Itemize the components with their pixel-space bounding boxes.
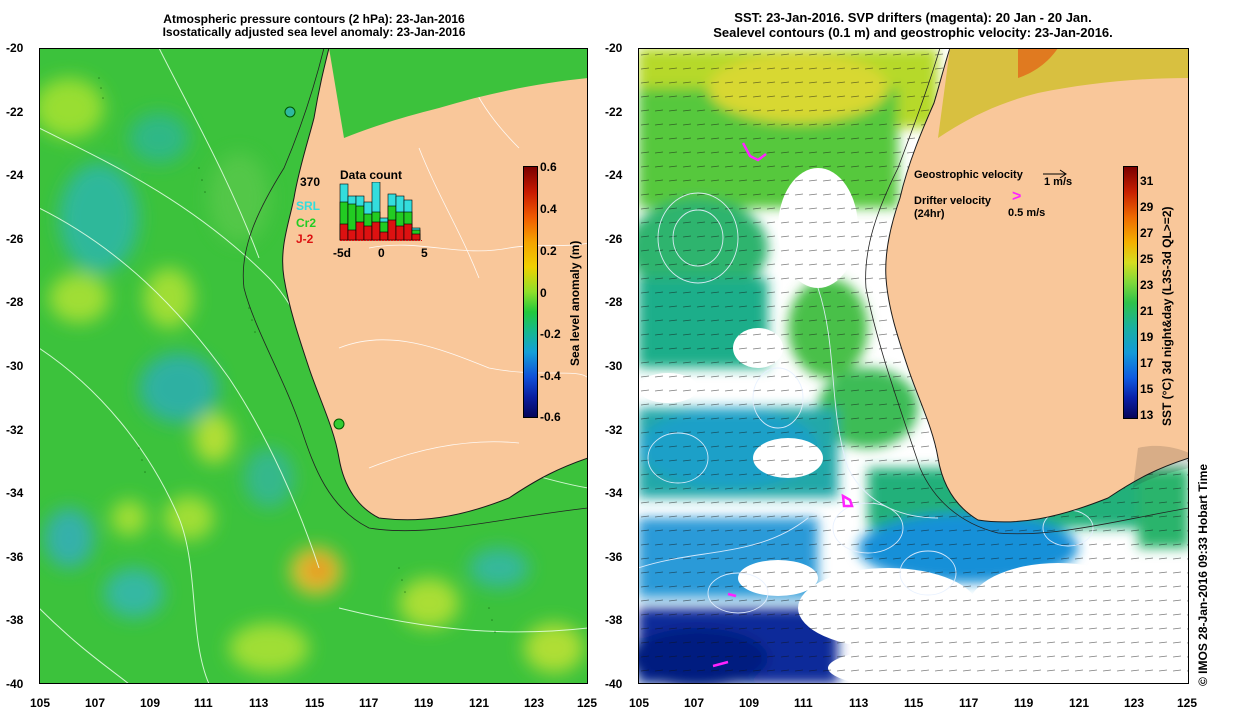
inset-xtick: 5 <box>421 246 428 260</box>
inset-xtick: 0 <box>378 246 385 260</box>
sst-cbar-tick: 23 <box>1140 278 1154 292</box>
drifter-track <box>712 660 729 668</box>
lon-tick: 117 <box>359 696 379 710</box>
sla-cbar-tick: -0.4 <box>540 369 561 383</box>
sla-colorbar <box>523 166 538 418</box>
data-count-total: 370 <box>300 175 321 189</box>
lat-tick: -38 <box>605 613 623 627</box>
lon-tick: 123 <box>1124 696 1145 710</box>
drifter-velocity-label: Drifter velocity <box>914 195 992 207</box>
lon-tick: 117 <box>959 696 979 710</box>
inset-xtick: -5d <box>333 246 351 260</box>
lat-tick: -36 <box>605 550 623 564</box>
sla-cbar-tick: 0 <box>540 286 547 300</box>
lon-tick: 119 <box>414 696 434 710</box>
lat-tick: -30 <box>605 359 623 373</box>
sla-cbar-tick: 0.2 <box>540 244 557 258</box>
legend-cr2: Cr2 <box>296 216 317 230</box>
lon-tick: 121 <box>1069 696 1090 710</box>
sla-map <box>39 48 588 684</box>
left-title-line1: Atmospheric pressure contours (2 hPa): 2… <box>163 12 465 26</box>
lon-tick: 111 <box>794 696 813 710</box>
data-count-title: Data count <box>340 168 403 182</box>
drifter-velocity-scale: 0.5 m/s <box>1008 207 1046 219</box>
lat-tick: -40 <box>6 677 24 691</box>
lat-tick: -38 <box>6 613 24 627</box>
lat-tick: -28 <box>605 295 623 309</box>
lat-tick: -22 <box>605 105 623 119</box>
right-title-line2: Sealevel contours (0.1 m) and geostrophi… <box>713 25 1113 40</box>
sst-map <box>638 48 1189 684</box>
sst-cbar-tick: 29 <box>1140 200 1154 214</box>
sst-cbar-tick: 13 <box>1140 408 1154 422</box>
geo-velocity-label: Geostrophic velocity <box>914 169 1023 181</box>
lat-tick: -34 <box>6 486 24 500</box>
lat-tick: -22 <box>6 105 24 119</box>
drifter-track <box>727 592 737 598</box>
lon-tick: 107 <box>684 696 705 710</box>
imos-credit: © IMOS 28-Jan-2016 09:33 Hobart Time <box>1196 463 1210 686</box>
lon-tick: 115 <box>904 696 924 710</box>
legend-srl: SRL <box>296 199 320 213</box>
lon-tick: 111 <box>194 696 213 710</box>
sst-cbar-tick: 27 <box>1140 226 1154 240</box>
geo-velocity-arrow-icon <box>1043 169 1067 179</box>
lat-tick: -30 <box>6 359 24 373</box>
lat-tick: -26 <box>6 232 24 246</box>
lat-tick: -20 <box>605 41 623 55</box>
tide-gauge-marker <box>333 418 345 430</box>
sst-cbar-label: SST (°C) 3d night&day (L3S-3d QL>=2) <box>1160 206 1174 427</box>
sst-cbar-tick: 31 <box>1140 174 1154 188</box>
sla-cbar-tick: 0.4 <box>540 202 557 216</box>
sla-cbar-label: Sea level anomaly (m) <box>568 240 582 366</box>
lat-tick: -40 <box>605 677 623 691</box>
legend-j2: J-2 <box>296 232 314 246</box>
sla-cbar-tick: -0.2 <box>540 327 561 341</box>
sst-land <box>885 48 1189 523</box>
lon-tick: 115 <box>305 696 325 710</box>
lat-tick: -32 <box>6 423 24 437</box>
lat-tick: -20 <box>6 41 24 55</box>
right-title-line1: SST: 23-Jan-2016. SVP drifters (magenta)… <box>734 10 1092 25</box>
sla-land <box>282 48 588 521</box>
left-title-line2: Isostatically adjusted sea level anomaly… <box>162 25 466 39</box>
lat-tick: -34 <box>605 486 623 500</box>
data-count-histogram <box>339 182 422 241</box>
sst-cbar-tick: 21 <box>1140 304 1154 318</box>
lon-tick: 105 <box>629 696 650 710</box>
sst-cbar-tick: 19 <box>1140 330 1154 344</box>
lat-tick: -28 <box>6 295 24 309</box>
sst-colorbar <box>1123 166 1138 419</box>
drifter-track <box>741 142 767 162</box>
lat-tick: -26 <box>605 232 623 246</box>
drifter-velocity-sub: (24hr) <box>914 208 945 220</box>
lon-tick: 125 <box>1177 696 1198 710</box>
sst-cbar-tick: 15 <box>1140 382 1154 396</box>
lat-tick: -36 <box>6 550 24 564</box>
sla-cbar-tick: -0.6 <box>540 410 561 424</box>
lon-tick: 121 <box>469 696 490 710</box>
lon-tick: 123 <box>524 696 545 710</box>
lon-tick: 109 <box>140 696 161 710</box>
lat-tick: -24 <box>6 168 24 182</box>
data-count-inset: 370 Data count SRL Cr2 J-2 -5d 0 5 <box>296 166 436 262</box>
sst-cbar-tick: 25 <box>1140 252 1154 266</box>
lon-tick: 125 <box>577 696 598 710</box>
geo-velocity-scale: 1 m/s <box>1044 176 1073 188</box>
lon-tick: 105 <box>30 696 51 710</box>
lon-tick: 119 <box>1014 696 1034 710</box>
lon-tick: 113 <box>849 696 869 710</box>
sst-cbar-tick: 17 <box>1140 356 1154 370</box>
lat-tick: -24 <box>605 168 623 182</box>
sla-cbar-tick: 0.6 <box>540 160 557 174</box>
lon-tick: 113 <box>249 696 269 710</box>
drifter-track <box>841 493 854 508</box>
drifter-arrow-icon: > <box>1012 188 1022 205</box>
tide-gauge-marker <box>284 106 296 118</box>
lat-tick: -32 <box>605 423 623 437</box>
lon-tick: 107 <box>85 696 106 710</box>
lon-tick: 109 <box>739 696 760 710</box>
